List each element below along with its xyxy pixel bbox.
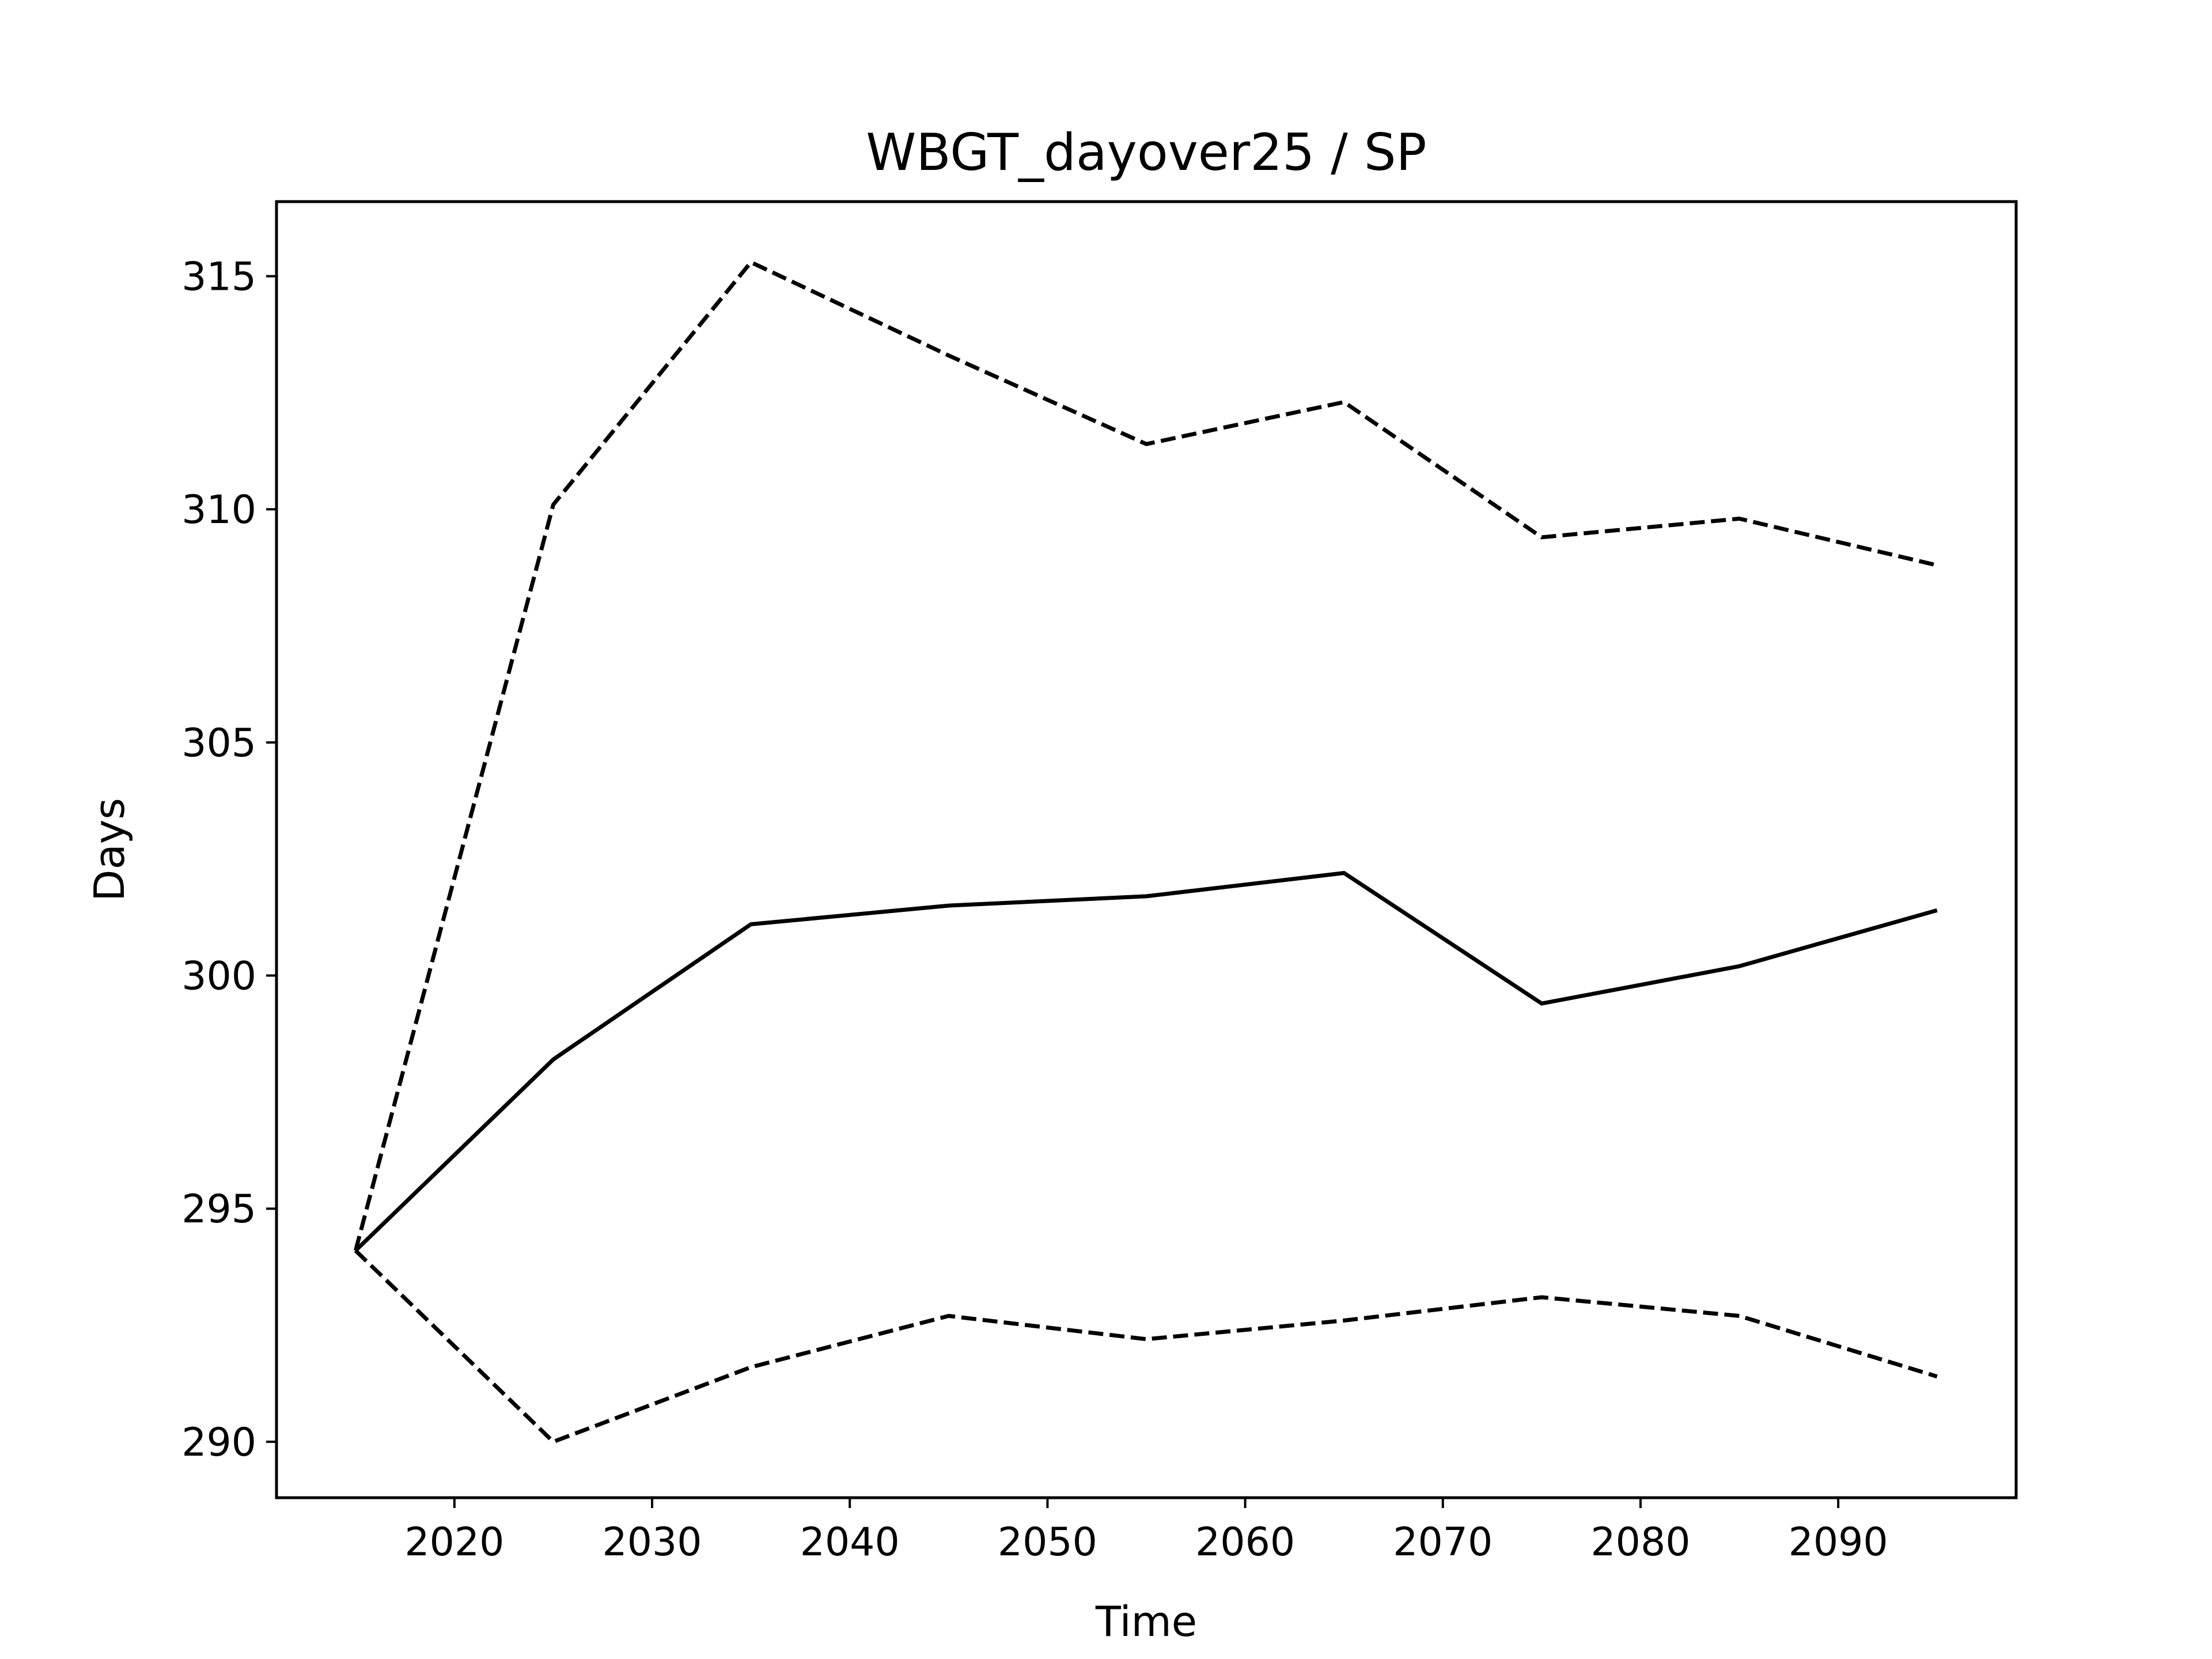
series-layer [353,260,1938,1444]
y-tick-label: 305 [181,721,256,766]
x-axis-label: Time [1095,1597,1197,1646]
y-tick-label: 290 [181,1420,256,1465]
x-tick-label: 2020 [404,1520,504,1565]
x-tick-label: 2090 [1789,1520,1888,1565]
series-line-2-dashed [353,260,1938,1251]
y-tick-label: 295 [181,1187,256,1232]
y-tick-label: 315 [181,254,256,300]
x-tick-label: 2050 [998,1520,1097,1565]
x-tick-label: 2040 [800,1520,900,1565]
series-line-1-solid [354,871,1938,1252]
y-axis: 290 295 300 305 310 315 [181,254,276,1465]
x-tick-label: 2070 [1393,1520,1493,1565]
chart-title: WBGT_dayover25 / SP [866,123,1426,182]
y-tick-label: 300 [181,954,256,999]
y-tick-label: 310 [181,487,256,533]
x-axis: 2020 2030 2040 2050 2060 2070 2080 2090 [404,1498,1888,1565]
x-tick-label: 2030 [603,1520,702,1565]
x-tick-label: 2060 [1195,1520,1295,1565]
x-tick-label: 2080 [1590,1520,1690,1565]
series-line-3-dashed [354,1249,1938,1444]
y-axis-label: Days [85,798,134,902]
plot-frame [275,200,2018,1499]
